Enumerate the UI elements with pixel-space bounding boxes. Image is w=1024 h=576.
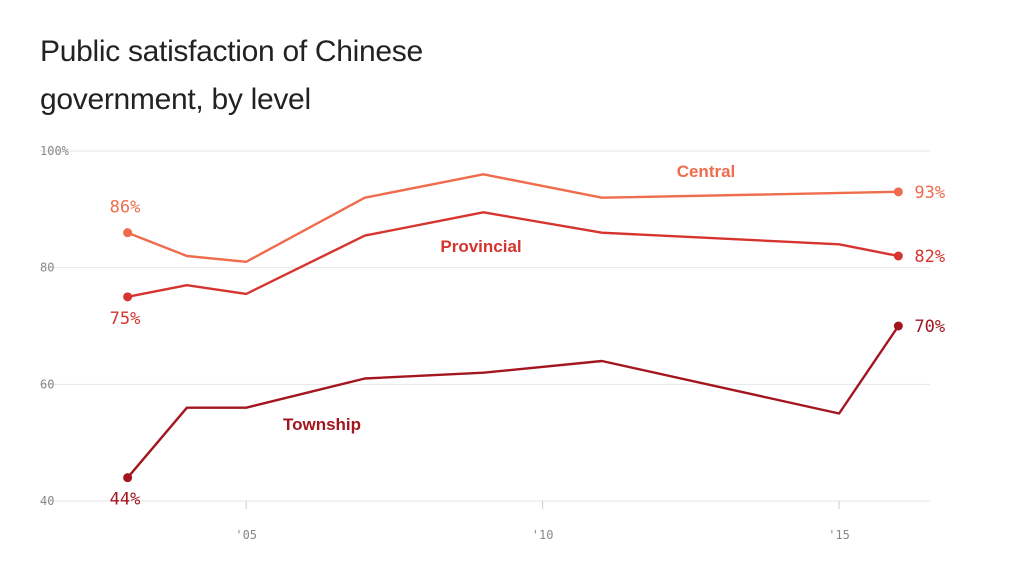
series-line-central [127, 173, 899, 263]
chart-title: Public satisfaction of Chinese governmen… [40, 28, 600, 124]
y-tick-label: 60 [40, 377, 54, 391]
start-point-township [123, 473, 133, 483]
x-tick-label: '10 [532, 528, 554, 542]
series-name-central: Central [677, 162, 736, 181]
series-layer [123, 173, 903, 483]
start-label-provincial: 75% [110, 309, 141, 329]
start-label-township: 44% [110, 490, 141, 510]
start-point-central [123, 228, 133, 238]
grid-layer [40, 150, 930, 502]
series-name-provincial: Provincial [440, 237, 521, 256]
end-label-provincial: 82% [914, 247, 945, 267]
start-point-provincial [123, 292, 133, 302]
axis-layer: 100% 80 60 40 '05 '10 '15 [40, 144, 850, 542]
start-label-central: 86% [110, 198, 141, 218]
y-tick-label: 100% [40, 144, 70, 158]
end-point-central [893, 187, 903, 197]
series-line-provincial [127, 211, 899, 298]
label-layer: 86% 93% Central 75% 82% Provincial 44% 70% Towns… [110, 162, 945, 510]
series-name-township: Township [283, 415, 361, 434]
chart-title-line-1: Public satisfaction of Chinese [40, 35, 423, 68]
series-line-township [126, 325, 900, 479]
y-tick-label: 40 [40, 494, 54, 508]
end-point-township [893, 321, 903, 331]
end-label-central: 93% [914, 183, 945, 203]
y-tick-label: 80 [40, 261, 54, 275]
x-tick-label: '05 [235, 528, 257, 542]
end-point-provincial [893, 251, 903, 261]
chart-title-line-2: government, by level [40, 83, 311, 116]
x-tick-label: '15 [828, 528, 850, 542]
end-label-township: 70% [914, 317, 945, 337]
